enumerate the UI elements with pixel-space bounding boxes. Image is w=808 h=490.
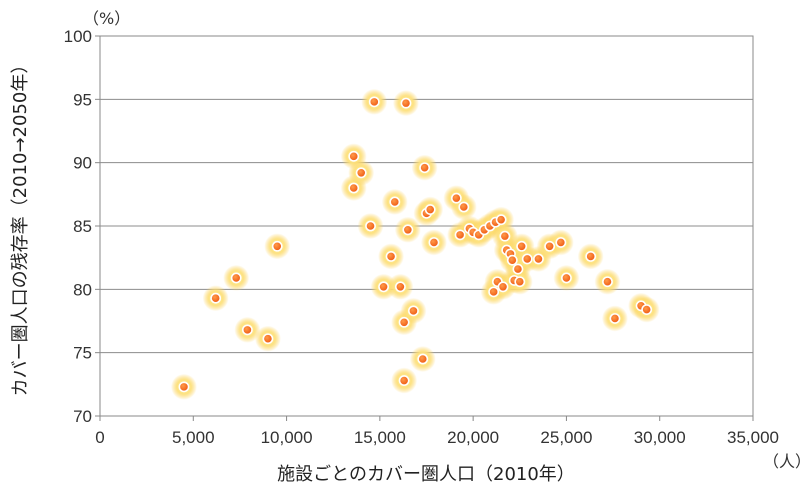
x-tick-label: 35,000	[727, 428, 779, 447]
data-point	[365, 220, 376, 232]
y-axis-title: カバー圏人口の残存率（2010→2050年）	[10, 56, 31, 397]
data-point	[348, 150, 360, 162]
data-points	[170, 88, 660, 400]
data-point	[241, 324, 253, 336]
data-point	[400, 97, 412, 109]
data-point	[271, 240, 283, 252]
y-tick-label: 95	[73, 90, 92, 109]
y-tick-label: 70	[73, 407, 92, 426]
data-point	[398, 375, 410, 386]
data-point	[609, 313, 621, 324]
data-point	[417, 353, 429, 365]
data-point	[408, 305, 419, 317]
data-point	[514, 276, 526, 288]
data-point	[521, 253, 533, 265]
data-point	[230, 272, 242, 284]
y-axis-unit: （%）	[83, 9, 130, 28]
x-tick-label: 5,000	[172, 428, 215, 447]
data-point	[355, 167, 367, 179]
plot-area	[99, 35, 754, 417]
data-point	[495, 214, 507, 226]
data-point	[378, 281, 389, 293]
data-point	[385, 250, 397, 262]
x-axis-title: 施設ごとのカバー圏人口（2010年）	[277, 464, 575, 485]
data-point	[368, 96, 380, 108]
data-point	[454, 229, 466, 241]
x-tick-label: 10,000	[261, 428, 313, 447]
data-point	[450, 192, 462, 204]
data-point	[488, 286, 500, 298]
data-point	[533, 253, 544, 265]
y-tick-label: 75	[73, 344, 92, 363]
data-point	[419, 162, 431, 174]
data-point	[262, 333, 274, 345]
data-point	[641, 304, 653, 315]
data-point	[458, 201, 470, 213]
x-tick-label: 30,000	[634, 428, 686, 447]
point-markers	[178, 96, 653, 393]
data-point	[512, 263, 524, 275]
data-point	[516, 240, 528, 252]
data-point	[389, 196, 401, 208]
y-tick-label: 100	[64, 27, 92, 46]
x-tick-label: 0	[95, 428, 104, 447]
data-point	[402, 224, 414, 236]
data-point	[398, 316, 410, 328]
data-point	[544, 240, 556, 252]
x-axis-ticks: 0 5,000 10,000 15,000 20,000 25,000 30,000 35,0…	[95, 416, 779, 447]
y-axis-ticks: 70 75 80 85 90 95 100	[64, 27, 100, 426]
data-point	[348, 182, 360, 194]
data-point	[602, 276, 613, 288]
y-tick-label: 90	[73, 154, 92, 173]
data-point	[424, 204, 436, 215]
x-tick-label: 20,000	[447, 428, 499, 447]
data-point	[394, 281, 406, 293]
data-point	[555, 237, 567, 248]
x-tick-label: 15,000	[354, 428, 406, 447]
data-point	[178, 381, 190, 393]
data-point	[497, 281, 509, 293]
data-point	[585, 250, 597, 262]
x-axis-unit: （人）	[763, 452, 808, 471]
y-tick-label: 85	[73, 217, 92, 236]
data-point	[506, 254, 518, 266]
y-tick-label: 80	[73, 280, 92, 299]
x-tick-label: 25,000	[540, 428, 592, 447]
data-point	[499, 230, 511, 242]
data-point	[210, 292, 222, 304]
data-point	[561, 272, 572, 284]
data-point	[428, 237, 440, 248]
